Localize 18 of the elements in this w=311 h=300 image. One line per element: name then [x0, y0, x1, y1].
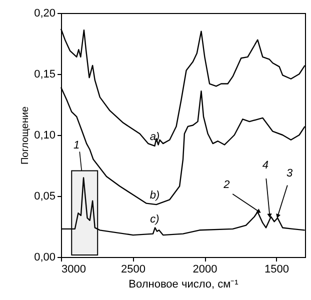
series-label: c): [150, 214, 160, 226]
y-tick-label: 0,00: [34, 252, 56, 264]
x-tick-label: 3000: [62, 264, 86, 276]
annotation: 4: [262, 160, 268, 172]
x-tick-label: 2000: [192, 264, 218, 276]
x-axis-title: Волновое число, см⁻¹: [128, 278, 239, 290]
band-label: 1: [74, 140, 80, 152]
y-tick-label: 0,10: [34, 130, 56, 142]
y-axis-title: Поглощение: [20, 106, 32, 165]
series-label: a): [150, 130, 160, 143]
series-label: b): [150, 189, 160, 202]
x-tick-label: 1500: [264, 264, 290, 276]
annotation: 2: [222, 179, 230, 192]
y-tick-label: 0,15: [34, 68, 56, 80]
x-tick-label: 2500: [121, 264, 146, 276]
y-tick-label: 0,05: [34, 190, 56, 202]
annotation: 3: [286, 167, 294, 180]
y-tick-label: 0,20: [34, 8, 56, 20]
